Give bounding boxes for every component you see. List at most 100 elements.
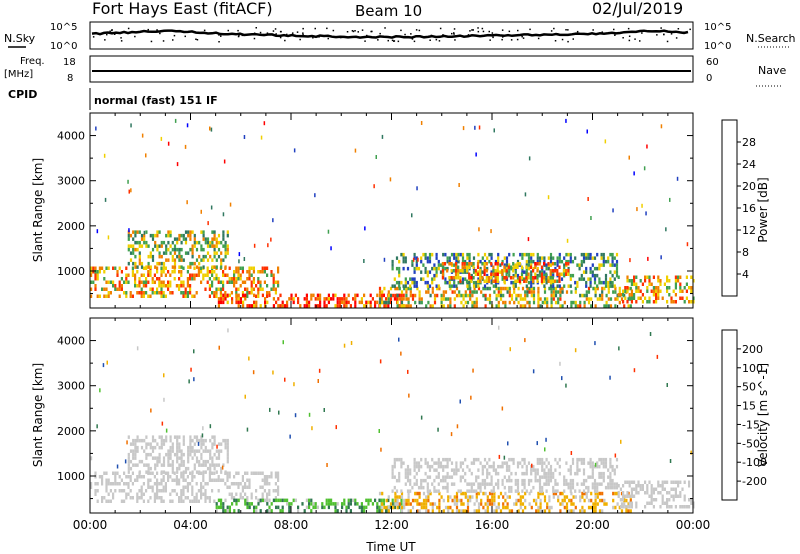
data-cell [598,482,601,486]
data-cell [387,304,390,308]
data-cell [202,475,205,479]
data-cell [585,491,588,496]
data-cell [209,244,212,248]
nsearch-dot [241,34,244,37]
data-cell [154,265,157,269]
data-cell [429,502,432,506]
data-cell [537,491,540,496]
data-cell [378,505,381,510]
data-cell [193,463,196,467]
data-cell [495,505,498,510]
data-cell [570,498,573,503]
data-cell [483,284,487,288]
data-cell [677,480,680,484]
data-cell [156,233,159,238]
data-cell [561,304,564,308]
data-cell [433,273,436,278]
data-cell [136,270,139,274]
data-cell [607,286,610,291]
data-cell [497,290,500,294]
data-cell [466,464,469,469]
data-cell [623,502,626,506]
data-cell [466,495,470,499]
cpid-label: CPID [8,88,37,101]
data-cell [535,498,538,503]
data-cell [603,286,606,291]
data-cell [481,270,484,274]
data-cell [534,478,537,483]
data-cell [536,457,539,462]
data-cell [587,297,591,301]
data-cell [176,459,179,464]
data-cell [244,287,247,291]
data-cell [217,478,220,482]
data-cell [250,287,253,291]
data-cell [541,468,544,472]
data-cell [429,304,432,308]
data-cell [514,273,517,278]
data-cell [514,279,517,283]
data-cell [611,280,614,285]
data-cell [516,482,520,486]
data-cell [134,230,137,234]
data-cell [503,475,506,479]
data-cell [657,289,660,293]
data-cell [400,297,404,301]
data-cell [604,457,608,462]
data-cell [154,463,157,467]
freq-tick-top: 18 [63,57,76,68]
data-cell [469,290,472,294]
data-cell [134,277,137,281]
data-cell [272,498,275,503]
nsearch-dot [628,39,631,42]
data-cell [180,273,183,277]
data-cell [637,484,640,488]
data-cell [164,485,167,489]
data-cell [499,464,502,469]
data-cell [349,502,352,506]
data-cell [587,197,589,201]
data-cell [523,478,526,483]
data-cell [516,489,520,493]
data-cell [462,297,465,301]
data-cell [380,505,383,510]
data-cell [485,279,488,283]
data-cell [317,379,319,383]
data-cell [162,265,166,269]
data-cell [182,258,185,262]
data-cell [512,280,515,285]
data-cell [197,441,200,446]
data-cell [416,491,419,496]
data-cell [635,491,638,495]
data-cell [630,487,633,491]
data-cell [558,259,561,264]
data-cell [131,496,134,500]
data-cell [385,297,388,301]
data-cell [539,502,542,506]
data-cell [266,294,269,298]
data-cell [413,270,416,274]
data-cell [620,297,624,301]
data-cell [378,297,382,301]
data-cell [134,463,137,467]
data-cell [180,240,183,245]
data-cell [142,492,145,496]
data-cell [118,280,121,284]
data-cell [235,482,238,486]
data-cell [160,291,163,295]
data-cell [688,498,691,502]
data-cell [433,502,437,506]
data-cell [442,485,445,490]
data-cell [195,470,199,474]
data-cell [182,435,185,439]
data-cell [275,505,278,510]
data-cell [90,485,93,489]
data-cell [264,498,267,503]
data-cell [176,247,179,252]
data-cell [538,475,542,479]
data-cell [224,438,227,443]
data-cell [200,463,203,467]
nsearch-dot [492,36,494,39]
data-cell [189,273,192,277]
